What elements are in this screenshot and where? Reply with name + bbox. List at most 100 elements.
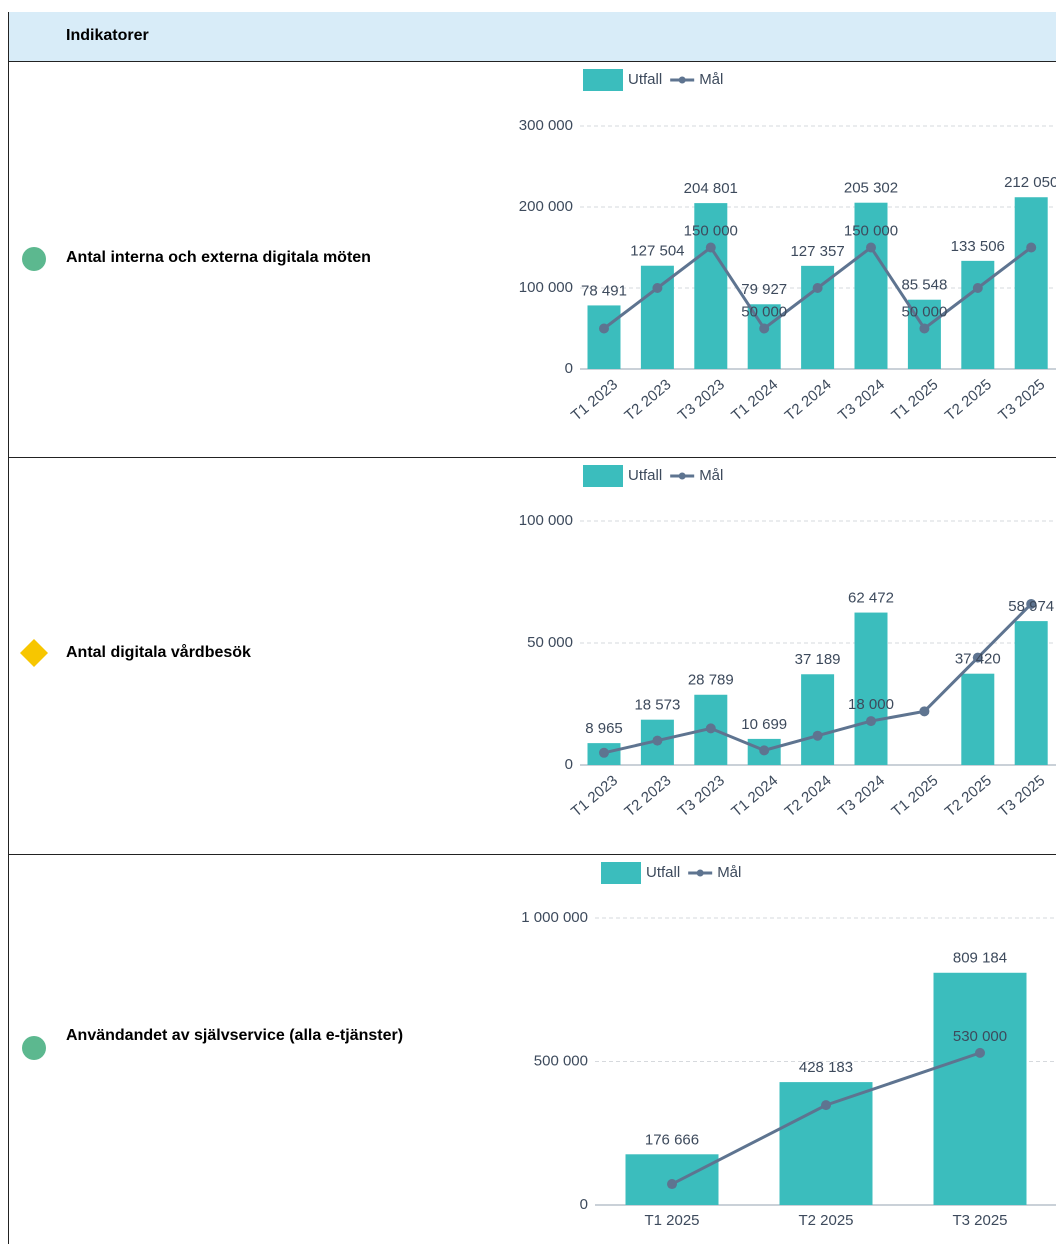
legend-marker	[696, 869, 704, 877]
bar	[587, 305, 621, 369]
data-label: 428 183	[799, 1059, 853, 1076]
y-tick-label: 0	[580, 1196, 588, 1213]
data-label: 78 491	[581, 282, 627, 299]
status-icon	[22, 247, 46, 271]
line-marker	[599, 323, 609, 334]
data-label: 50 000	[901, 303, 947, 320]
x-tick-label: T1 2024	[728, 376, 781, 424]
line-marker	[652, 283, 663, 293]
table-header: Indikatorer	[8, 12, 1056, 62]
line-marker	[667, 1179, 677, 1190]
data-label: 62 472	[848, 590, 894, 607]
x-tick-label: T2 2024	[782, 376, 835, 424]
line-marker	[705, 242, 716, 253]
line-marker	[972, 283, 983, 293]
data-label: 212 050	[1004, 174, 1056, 191]
bar	[801, 265, 835, 369]
line-marker	[812, 283, 823, 293]
legend-label: Utfall	[646, 864, 680, 881]
bar	[933, 972, 1027, 1205]
x-tick-label: T2 2025	[798, 1212, 853, 1229]
status-icon	[22, 1036, 46, 1060]
row-label: Antal interna och externa digitala möten	[66, 249, 371, 266]
data-label: 8 965	[585, 720, 623, 737]
header-title: Indikatorer	[66, 27, 149, 44]
bar	[1014, 197, 1048, 369]
x-tick-label: T1 2024	[728, 772, 781, 820]
legend-label: Utfall	[628, 467, 662, 484]
status-icon	[20, 639, 48, 667]
bar	[1014, 621, 1048, 765]
line-marker	[652, 735, 663, 746]
y-tick-label: 200 000	[519, 198, 573, 215]
y-tick-label: 500 000	[534, 1052, 588, 1069]
legend-swatch	[583, 69, 623, 91]
legend-swatch	[583, 465, 623, 487]
line-marker	[866, 242, 876, 253]
data-label: 150 000	[684, 222, 738, 239]
x-tick-label: T2 2025	[942, 772, 995, 820]
bar	[961, 673, 995, 765]
y-tick-label: 0	[565, 360, 573, 377]
row-label: Antal digitala vårdbesök	[66, 644, 251, 661]
line-marker	[759, 323, 770, 334]
data-label: 205 302	[844, 180, 898, 197]
line-marker	[705, 723, 716, 734]
legend-marker	[678, 76, 686, 84]
data-label: 58 974	[1008, 598, 1054, 615]
line-marker	[1026, 598, 1037, 609]
x-tick-label: T1 2025	[644, 1212, 699, 1229]
bar	[854, 612, 888, 765]
y-tick-label: 50 000	[527, 634, 573, 651]
data-label: 150 000	[844, 222, 898, 239]
legend-label: Mål	[699, 71, 723, 88]
x-tick-label: T2 2023	[621, 772, 674, 820]
line-marker	[759, 745, 770, 756]
x-tick-label: T1 2023	[568, 772, 621, 820]
x-tick-label: T3 2023	[675, 376, 728, 424]
legend-marker	[678, 472, 686, 480]
line-marker	[821, 1100, 831, 1111]
data-label: 127 357	[790, 243, 844, 260]
data-label: 28 789	[688, 672, 734, 689]
line-marker	[812, 730, 823, 741]
data-label: 176 666	[645, 1131, 699, 1148]
data-label: 133 506	[951, 238, 1005, 255]
legend-label: Mål	[699, 467, 723, 484]
x-tick-label: T3 2025	[995, 376, 1048, 424]
x-tick-label: T3 2025	[952, 1212, 1007, 1229]
data-label: 79 927	[741, 281, 787, 298]
data-label: 37 189	[795, 651, 841, 668]
bar	[801, 674, 835, 765]
line-marker	[972, 652, 983, 663]
y-tick-label: 1 000 000	[521, 909, 588, 926]
data-label: 18 573	[634, 697, 680, 714]
table-row: Användandet av självservice (alla e-tjän…	[8, 855, 1056, 1244]
data-label: 530 000	[953, 1028, 1007, 1045]
x-tick-label: T2 2023	[621, 376, 674, 424]
table-row: Antal digitala vårdbesök	[8, 457, 1056, 855]
data-label: 127 504	[630, 243, 684, 260]
legend-label: Mål	[717, 864, 741, 881]
x-tick-label: T3 2025	[995, 772, 1048, 820]
bar	[747, 304, 781, 369]
y-tick-label: 0	[565, 756, 573, 773]
bar	[694, 203, 728, 369]
line-marker	[866, 716, 876, 727]
row-label: Användandet av självservice (alla e-tjän…	[66, 1027, 404, 1044]
x-tick-label: T1 2025	[888, 772, 941, 820]
y-tick-label: 100 000	[519, 512, 573, 529]
line-marker	[919, 323, 930, 334]
data-label: 18 000	[848, 696, 894, 713]
x-tick-label: T3 2024	[835, 772, 888, 820]
bar	[854, 202, 888, 369]
data-label: 50 000	[741, 303, 787, 320]
line-marker	[919, 706, 930, 717]
line-marker	[599, 747, 609, 758]
x-tick-label: T1 2023	[568, 376, 621, 424]
x-tick-label: T2 2024	[782, 772, 835, 820]
line-marker	[1026, 242, 1037, 253]
data-label: 37 420	[955, 651, 1001, 668]
